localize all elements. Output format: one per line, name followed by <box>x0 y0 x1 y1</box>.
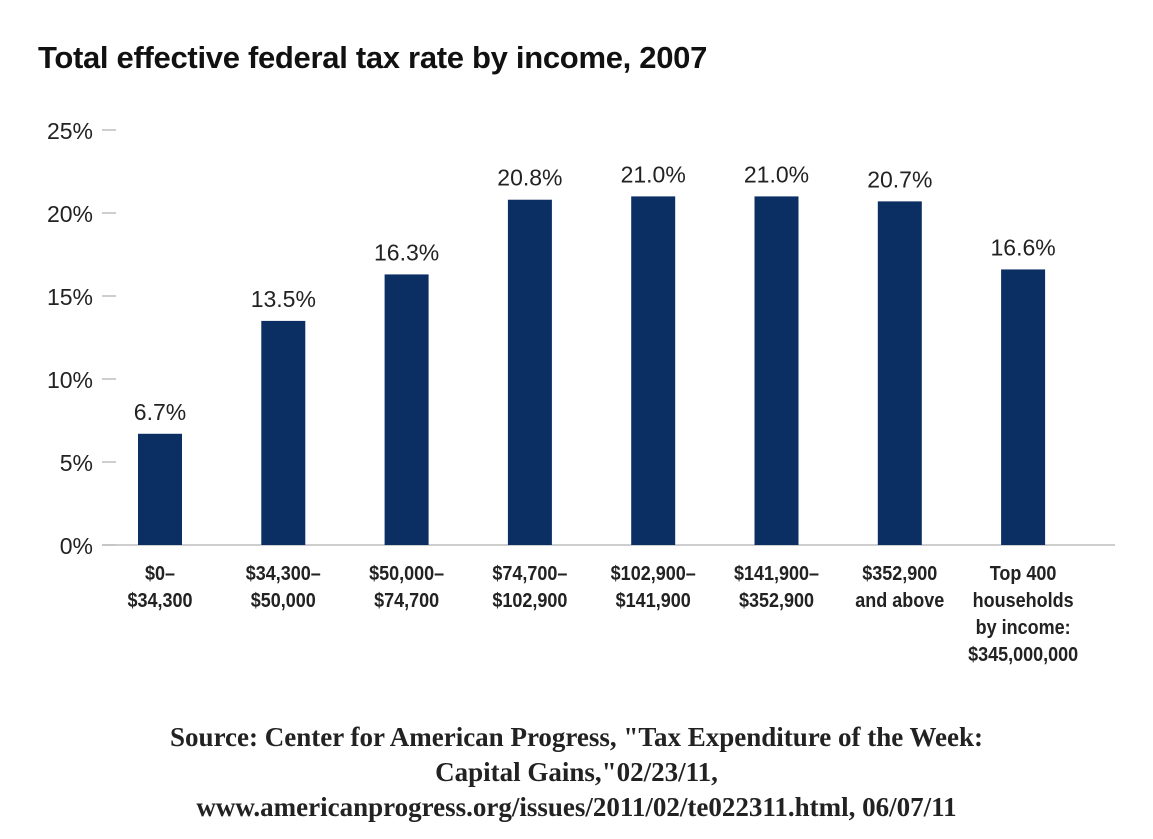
x-tick-label: $74,700– <box>492 563 567 585</box>
y-tick-label: 25% <box>47 118 93 144</box>
chart-title: Total effective federal tax rate by inco… <box>38 40 708 75</box>
source-note: Source: Center for American Progress, "T… <box>0 720 1153 825</box>
bar-value-label: 16.6% <box>990 234 1055 260</box>
bar-value-label: 20.7% <box>867 166 932 192</box>
x-tick-label: $141,900 <box>616 590 691 612</box>
x-tick-label: $141,900– <box>734 563 819 585</box>
bar <box>384 274 429 545</box>
bar <box>261 320 306 545</box>
x-tick-label: $34,300 <box>127 590 192 612</box>
bar <box>507 199 552 545</box>
x-tick-label: and above <box>855 590 944 612</box>
bar-value-label: 21.0% <box>621 161 686 187</box>
y-tick-label: 0% <box>60 533 93 559</box>
bar <box>754 196 799 545</box>
bar-value-label: 16.3% <box>374 239 439 265</box>
x-tick-label: $352,900 <box>739 590 814 612</box>
x-tick-label: $50,000 <box>251 590 316 612</box>
y-tick-label: 10% <box>47 367 93 393</box>
x-tick-label: $102,900– <box>611 563 696 585</box>
source-line-2: Capital Gains,"02/23/11, <box>435 757 718 787</box>
y-tick-label: 15% <box>47 284 93 310</box>
x-tick-label: by income: <box>976 617 1071 639</box>
bar-value-label: 13.5% <box>251 286 316 312</box>
x-tick-label: $50,000– <box>369 563 444 585</box>
source-line-1: Source: Center for American Progress, "T… <box>170 722 983 752</box>
x-tick-label: households <box>973 590 1074 612</box>
y-tick-label: 20% <box>47 201 93 227</box>
y-tick-label: 5% <box>60 450 93 476</box>
bar <box>631 196 676 545</box>
x-tick-label: $34,300– <box>246 563 321 585</box>
bar-value-label: 6.7% <box>134 399 186 425</box>
x-tick-label: $74,700 <box>374 590 439 612</box>
bar <box>138 433 182 545</box>
bar <box>1001 269 1046 545</box>
x-tick-label: $102,900 <box>492 590 567 612</box>
bar-value-label: 20.8% <box>497 165 562 191</box>
x-tick-label: $345,000,000 <box>968 644 1078 666</box>
bar-chart: 0% 5% 10% 15% 20% 25% 6.7% $0– $34,300 13.5% $34,3… <box>47 118 1115 666</box>
x-tick-label: Top 400 <box>990 563 1057 585</box>
bar <box>877 201 922 545</box>
x-tick-label: $0– <box>145 563 175 585</box>
source-line-3: www.americanprogress.org/issues/2011/02/… <box>196 792 957 822</box>
x-tick-label: $352,900 <box>862 563 937 585</box>
bar-value-label: 21.0% <box>744 161 809 187</box>
